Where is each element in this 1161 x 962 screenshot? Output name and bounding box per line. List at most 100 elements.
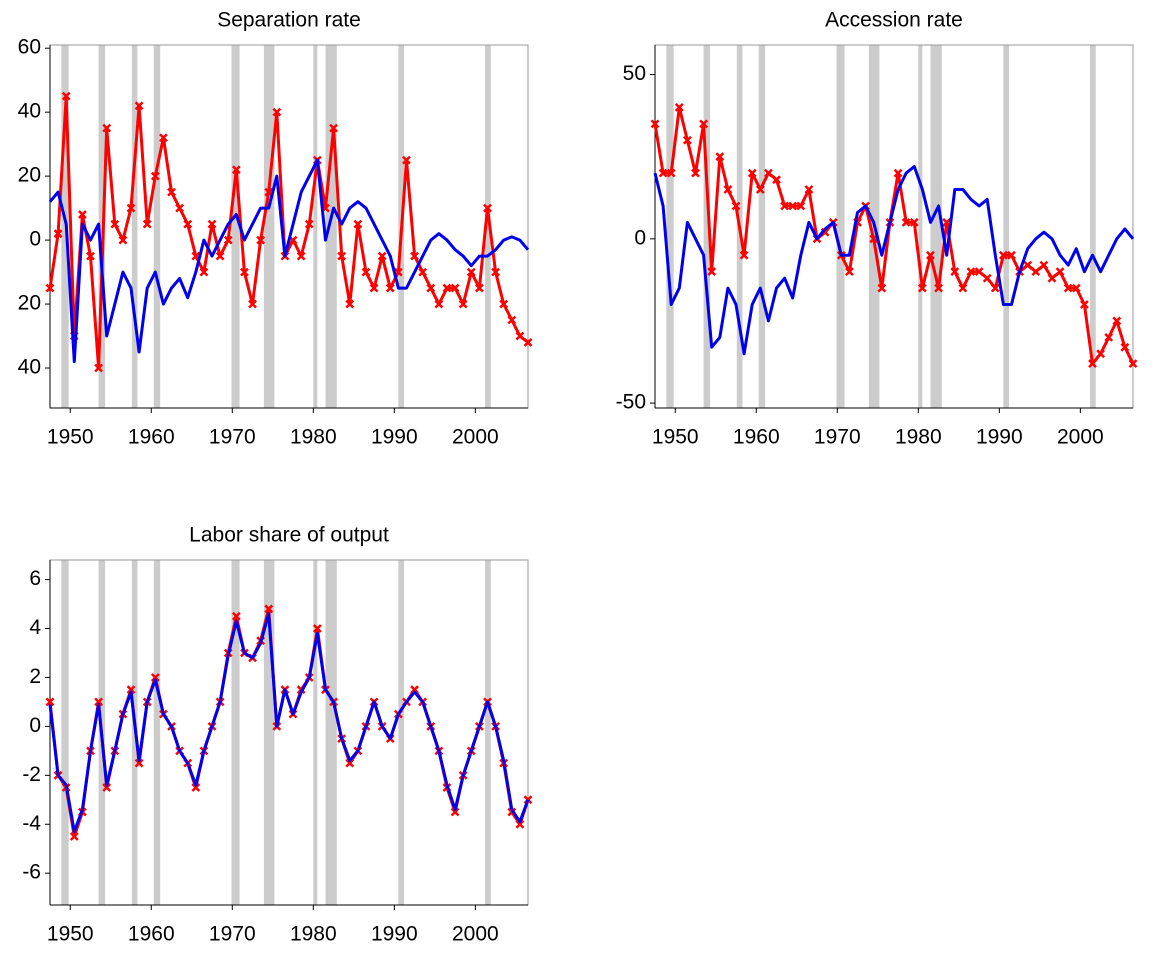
recession-band bbox=[485, 560, 491, 905]
point-marker bbox=[69, 832, 79, 841]
recession-band bbox=[930, 45, 942, 408]
point-marker bbox=[345, 758, 355, 768]
point-marker bbox=[1096, 349, 1105, 359]
point-marker bbox=[199, 267, 209, 277]
point-marker bbox=[272, 107, 282, 117]
plot-frame bbox=[49, 559, 529, 906]
point-marker bbox=[788, 201, 798, 211]
recession-band bbox=[666, 45, 674, 408]
point-marker bbox=[134, 101, 144, 111]
x-tick-label: 1970 bbox=[209, 923, 256, 946]
point-marker bbox=[845, 267, 854, 277]
x-tick-label: 1950 bbox=[47, 426, 94, 449]
recession-band bbox=[263, 560, 275, 905]
point-marker bbox=[45, 697, 55, 707]
point-marker bbox=[78, 210, 87, 219]
point-marker bbox=[61, 91, 71, 101]
panel: Labor share of output 6 4 2 0 -2 -4 -6 1950 1960 1… bbox=[22, 524, 533, 946]
x-tick-label: 1970 bbox=[209, 426, 256, 449]
point-marker bbox=[739, 250, 749, 260]
point-marker bbox=[142, 219, 152, 229]
x-tick-label: 2000 bbox=[452, 923, 499, 946]
point-marker bbox=[691, 168, 700, 178]
point-marker bbox=[231, 611, 241, 621]
point-marker bbox=[780, 201, 790, 211]
point-marker bbox=[764, 168, 773, 178]
recession-band bbox=[1003, 45, 1010, 408]
x-tick-label: 1980 bbox=[290, 426, 337, 449]
x-tick-label: 1960 bbox=[128, 426, 175, 449]
point-marker bbox=[998, 250, 1008, 260]
point-marker bbox=[475, 283, 484, 293]
y-tick-label: 40 bbox=[18, 100, 41, 123]
y-tick-label: 0 bbox=[29, 228, 41, 251]
point-marker bbox=[256, 235, 266, 245]
point-marker bbox=[731, 201, 741, 211]
point-marker bbox=[94, 697, 103, 707]
x-tick-label: 1990 bbox=[371, 426, 418, 449]
point-marker bbox=[426, 283, 436, 293]
point-marker bbox=[175, 203, 185, 213]
point-marker bbox=[804, 185, 814, 194]
point-marker bbox=[966, 267, 976, 277]
x-tick-label: 1970 bbox=[814, 426, 861, 449]
x-tick-label: 1980 bbox=[895, 426, 942, 449]
point-marker bbox=[86, 251, 95, 261]
point-marker bbox=[974, 267, 984, 277]
recession-band bbox=[836, 45, 845, 408]
recession-band bbox=[325, 45, 337, 408]
recession-band bbox=[313, 45, 318, 408]
panel-title: Labor share of output bbox=[189, 524, 389, 547]
point-marker bbox=[385, 283, 395, 293]
point-marker bbox=[110, 219, 120, 229]
recession-band bbox=[758, 45, 766, 408]
point-marker bbox=[329, 123, 338, 133]
point-marker bbox=[523, 338, 533, 347]
point-marker bbox=[94, 363, 103, 373]
point-marker bbox=[296, 251, 306, 261]
recession-band bbox=[703, 45, 711, 408]
point-marker bbox=[126, 685, 136, 695]
point-marker bbox=[755, 185, 765, 194]
point-marker bbox=[901, 218, 911, 227]
point-marker bbox=[167, 187, 176, 197]
panel: Accession rate 50 0 -50 1950 1960 1970 1980 1990… bbox=[616, 9, 1138, 449]
x-tick-label: 2000 bbox=[452, 426, 499, 449]
plot-frame bbox=[654, 44, 1134, 409]
recession-band bbox=[153, 45, 161, 408]
y-tick-label: -4 bbox=[22, 812, 41, 835]
point-marker bbox=[483, 203, 492, 213]
x-tick-label: 1960 bbox=[128, 923, 175, 946]
point-marker bbox=[369, 283, 379, 293]
point-marker bbox=[650, 119, 660, 129]
point-marker bbox=[926, 250, 935, 260]
point-marker bbox=[950, 267, 960, 277]
point-marker bbox=[207, 219, 217, 229]
point-marker bbox=[312, 624, 322, 633]
point-marker bbox=[917, 283, 927, 293]
point-marker bbox=[126, 203, 136, 213]
point-marker bbox=[410, 685, 419, 695]
point-marker bbox=[1055, 267, 1065, 277]
panel-title: Accession rate bbox=[825, 9, 963, 32]
point-marker bbox=[1071, 283, 1081, 293]
y-tick-label: 20 bbox=[18, 292, 41, 315]
point-marker bbox=[45, 283, 55, 293]
point-marker bbox=[658, 168, 668, 178]
recession-band bbox=[1090, 45, 1096, 408]
point-marker bbox=[715, 152, 725, 162]
point-marker bbox=[1063, 283, 1073, 293]
point-marker bbox=[102, 783, 112, 792]
y-tick-label: -2 bbox=[22, 763, 41, 786]
recession-band bbox=[485, 45, 491, 408]
point-marker bbox=[1007, 250, 1016, 260]
point-marker bbox=[248, 299, 257, 309]
point-marker bbox=[707, 267, 717, 277]
y-tick-label: 60 bbox=[18, 36, 41, 59]
recession-band bbox=[918, 45, 923, 408]
point-marker bbox=[450, 807, 460, 817]
point-marker bbox=[666, 168, 676, 178]
series-line bbox=[653, 165, 1135, 356]
point-marker bbox=[1031, 267, 1041, 277]
point-marker bbox=[304, 219, 314, 229]
